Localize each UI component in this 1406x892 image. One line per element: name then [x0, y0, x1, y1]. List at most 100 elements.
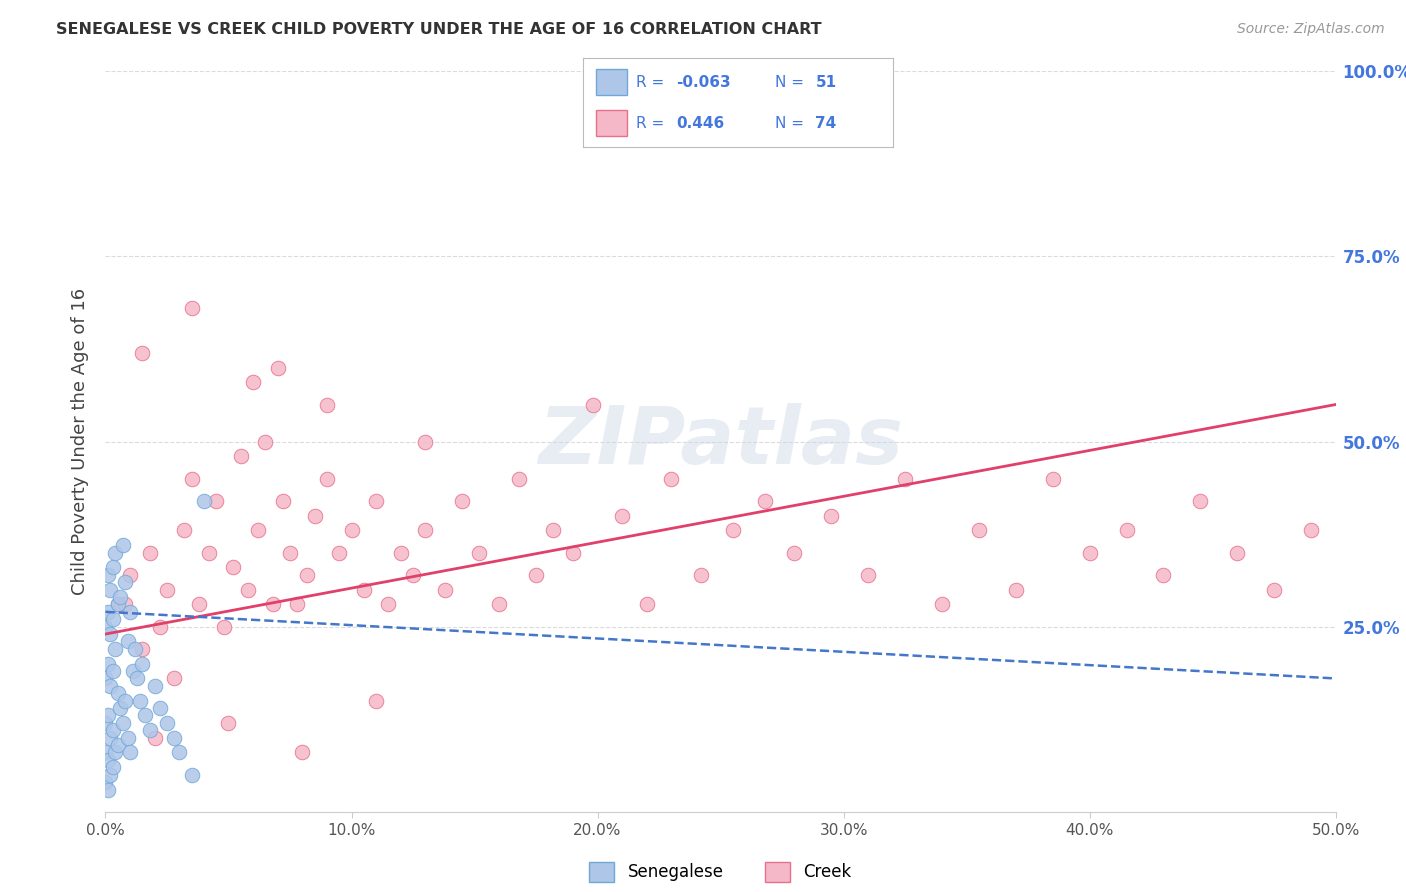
Point [94, 746, 117, 760]
Point [97, 567, 120, 582]
Point [120, 605, 141, 619]
Text: 0.446: 0.446 [676, 116, 724, 130]
Point [353, 582, 375, 597]
Point [236, 582, 260, 597]
Point [101, 560, 124, 574]
Point [754, 493, 776, 508]
Point [107, 686, 129, 700]
Point [101, 723, 124, 738]
Text: ZIPatlas: ZIPatlas [538, 402, 903, 481]
Point [104, 746, 127, 760]
Point [101, 664, 124, 678]
Point [524, 567, 547, 582]
Point [451, 493, 474, 508]
Point [131, 641, 153, 656]
Point [107, 598, 129, 612]
Point [129, 694, 152, 708]
Text: R =: R = [636, 75, 669, 89]
Point [297, 567, 319, 582]
Point [212, 619, 235, 633]
Point [315, 471, 337, 485]
Point [254, 434, 277, 449]
Point [267, 360, 290, 375]
Point [415, 524, 437, 538]
Point [131, 345, 153, 359]
Point [121, 664, 143, 678]
Point [402, 567, 425, 582]
Point [1042, 471, 1064, 485]
Point [149, 619, 172, 633]
Point [415, 434, 437, 449]
Point [661, 471, 683, 485]
Text: -0.063: -0.063 [676, 75, 731, 89]
Text: 51: 51 [815, 75, 837, 89]
Point [120, 746, 141, 760]
Point [188, 598, 211, 612]
Point [107, 738, 129, 752]
Point [366, 694, 388, 708]
Point [328, 546, 350, 560]
Point [931, 598, 953, 612]
Point [98, 679, 122, 693]
Point [610, 508, 633, 523]
Legend: Senegalese, Creek: Senegalese, Creek [582, 855, 859, 888]
Text: N =: N = [775, 75, 808, 89]
Point [562, 546, 585, 560]
Point [114, 575, 136, 590]
Point [98, 627, 122, 641]
Point [104, 641, 127, 656]
Text: R =: R = [636, 116, 669, 130]
Point [287, 598, 309, 612]
Point [180, 301, 202, 316]
Point [1189, 493, 1212, 508]
Point [111, 715, 134, 730]
Point [488, 598, 510, 612]
Point [143, 679, 166, 693]
Point [94, 619, 117, 633]
Point [97, 753, 120, 767]
Y-axis label: Child Poverty Under the Age of 16: Child Poverty Under the Age of 16 [72, 288, 90, 595]
Point [143, 731, 166, 745]
Point [229, 450, 252, 464]
Point [636, 598, 658, 612]
Point [508, 471, 530, 485]
Point [127, 672, 149, 686]
Point [389, 546, 412, 560]
Point [117, 731, 139, 745]
Point [180, 471, 202, 485]
Point [1115, 524, 1137, 538]
Point [173, 524, 195, 538]
Point [169, 746, 191, 760]
Point [783, 546, 806, 560]
Point [156, 582, 179, 597]
Point [163, 672, 186, 686]
Point [104, 546, 127, 560]
Point [894, 471, 917, 485]
Point [197, 546, 221, 560]
Point [134, 708, 156, 723]
Point [291, 746, 314, 760]
Point [117, 634, 139, 648]
Point [107, 598, 129, 612]
Point [222, 560, 245, 574]
Point [858, 567, 880, 582]
Point [124, 641, 146, 656]
Point [97, 708, 120, 723]
Point [101, 760, 124, 774]
Point [242, 376, 264, 390]
Text: Source: ZipAtlas.com: Source: ZipAtlas.com [1237, 22, 1385, 37]
Point [193, 493, 215, 508]
Point [110, 590, 132, 604]
Point [114, 598, 136, 612]
Point [97, 782, 120, 797]
Point [218, 715, 240, 730]
Point [156, 715, 179, 730]
Point [98, 731, 122, 745]
Point [1153, 567, 1175, 582]
Point [340, 524, 363, 538]
Point [1226, 546, 1249, 560]
Point [1004, 582, 1026, 597]
Point [101, 612, 124, 626]
Point [468, 546, 491, 560]
Point [366, 493, 388, 508]
